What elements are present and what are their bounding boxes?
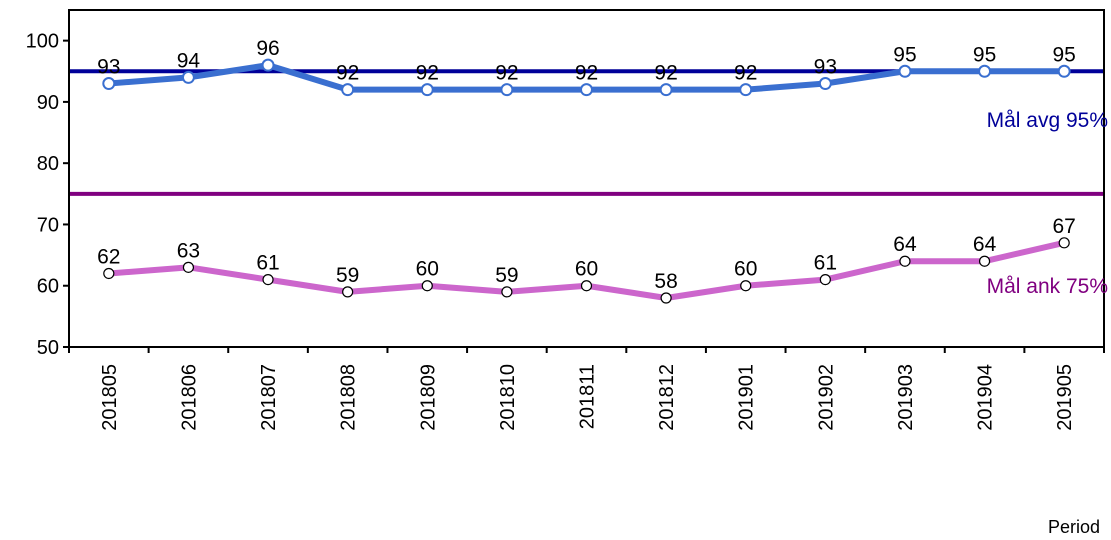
y-tick-label: 60 <box>37 276 59 298</box>
data-point <box>818 77 832 91</box>
data-label: 60 <box>734 258 757 281</box>
data-label: 96 <box>256 37 279 60</box>
data-point <box>103 267 115 280</box>
x-axis: 201805 201806 201807 201808 201809 201810 2018… <box>68 347 1105 431</box>
data-label: 93 <box>97 56 120 79</box>
x-axis-title: Period <box>1048 517 1100 537</box>
data-label: 58 <box>654 270 677 293</box>
y-tick-label: 100 <box>26 31 59 53</box>
data-label: 59 <box>495 264 518 287</box>
x-tick-label: 201807 <box>258 364 280 431</box>
data-labels: 93 94 96 92 92 92 92 92 92 93 95 95 95 62 63 61 59 60 59 60… <box>97 37 1076 293</box>
reference-line-label: Mål ank 75% <box>987 275 1108 298</box>
data-point <box>500 83 514 97</box>
x-tick-label: 201808 <box>338 364 360 431</box>
data-point <box>580 83 593 97</box>
series-layer <box>102 58 1071 304</box>
x-tick-label: 201903 <box>895 364 917 431</box>
reference-labels: Mål avg 95% Mål ank 75% <box>987 109 1108 298</box>
data-point <box>739 83 753 97</box>
data-label: 62 <box>97 245 120 268</box>
data-point <box>501 286 513 298</box>
y-tick-label: 90 <box>37 92 59 114</box>
x-tick-label: 201905 <box>1054 364 1076 431</box>
plot-area-frame <box>68 9 1105 348</box>
data-point <box>978 255 991 267</box>
data-point <box>181 70 195 84</box>
x-tick-label: 201810 <box>497 364 519 431</box>
data-point <box>421 280 433 292</box>
data-point <box>182 261 195 273</box>
x-tick-label: 201901 <box>736 364 758 431</box>
data-label: 92 <box>734 62 757 85</box>
x-tick-label: 201904 <box>975 364 997 431</box>
data-label: 64 <box>893 233 917 256</box>
data-label: 92 <box>575 62 598 85</box>
data-point <box>580 280 593 292</box>
x-tick-label: 201812 <box>656 364 678 431</box>
data-label: 95 <box>973 43 996 66</box>
data-label: 92 <box>416 62 439 85</box>
reference-line-label: Mål avg 95% <box>987 109 1108 132</box>
data-label: 92 <box>654 62 677 85</box>
x-tick-label: 201811 <box>577 364 599 429</box>
x-tick-label: 201902 <box>815 364 837 431</box>
data-point <box>262 274 274 286</box>
x-tick-label: 201806 <box>178 364 200 431</box>
data-label: 60 <box>416 258 439 281</box>
data-point <box>261 58 275 72</box>
data-point <box>659 83 673 97</box>
data-point <box>819 274 831 286</box>
x-tick-label: 201805 <box>99 364 121 431</box>
data-point <box>740 280 752 292</box>
data-label: 61 <box>814 252 837 275</box>
data-label: 64 <box>973 233 997 256</box>
data-point <box>1058 237 1070 249</box>
x-tick-label: 201809 <box>417 364 439 431</box>
data-label: 94 <box>177 49 201 72</box>
data-point <box>1057 64 1071 78</box>
data-label: 92 <box>495 62 518 85</box>
data-label: 95 <box>1053 43 1076 66</box>
data-label: 67 <box>1053 215 1076 238</box>
data-label: 95 <box>893 43 916 66</box>
y-axis: 50 60 70 80 90 100 <box>26 31 69 359</box>
y-tick-label: 70 <box>37 214 59 236</box>
data-point <box>102 77 116 91</box>
data-label: 92 <box>336 62 359 85</box>
data-point <box>898 64 912 78</box>
data-point <box>341 83 355 97</box>
data-label: 93 <box>814 56 837 79</box>
data-point <box>660 292 672 304</box>
data-point <box>420 83 434 97</box>
data-point <box>342 286 354 298</box>
y-tick-label: 80 <box>37 153 59 175</box>
data-label: 61 <box>256 252 279 275</box>
y-tick-label: 50 <box>37 337 59 359</box>
data-point <box>978 64 992 78</box>
data-label: 63 <box>177 239 200 262</box>
data-label: 59 <box>336 264 359 287</box>
data-point <box>899 255 911 267</box>
data-label: 60 <box>575 258 598 281</box>
